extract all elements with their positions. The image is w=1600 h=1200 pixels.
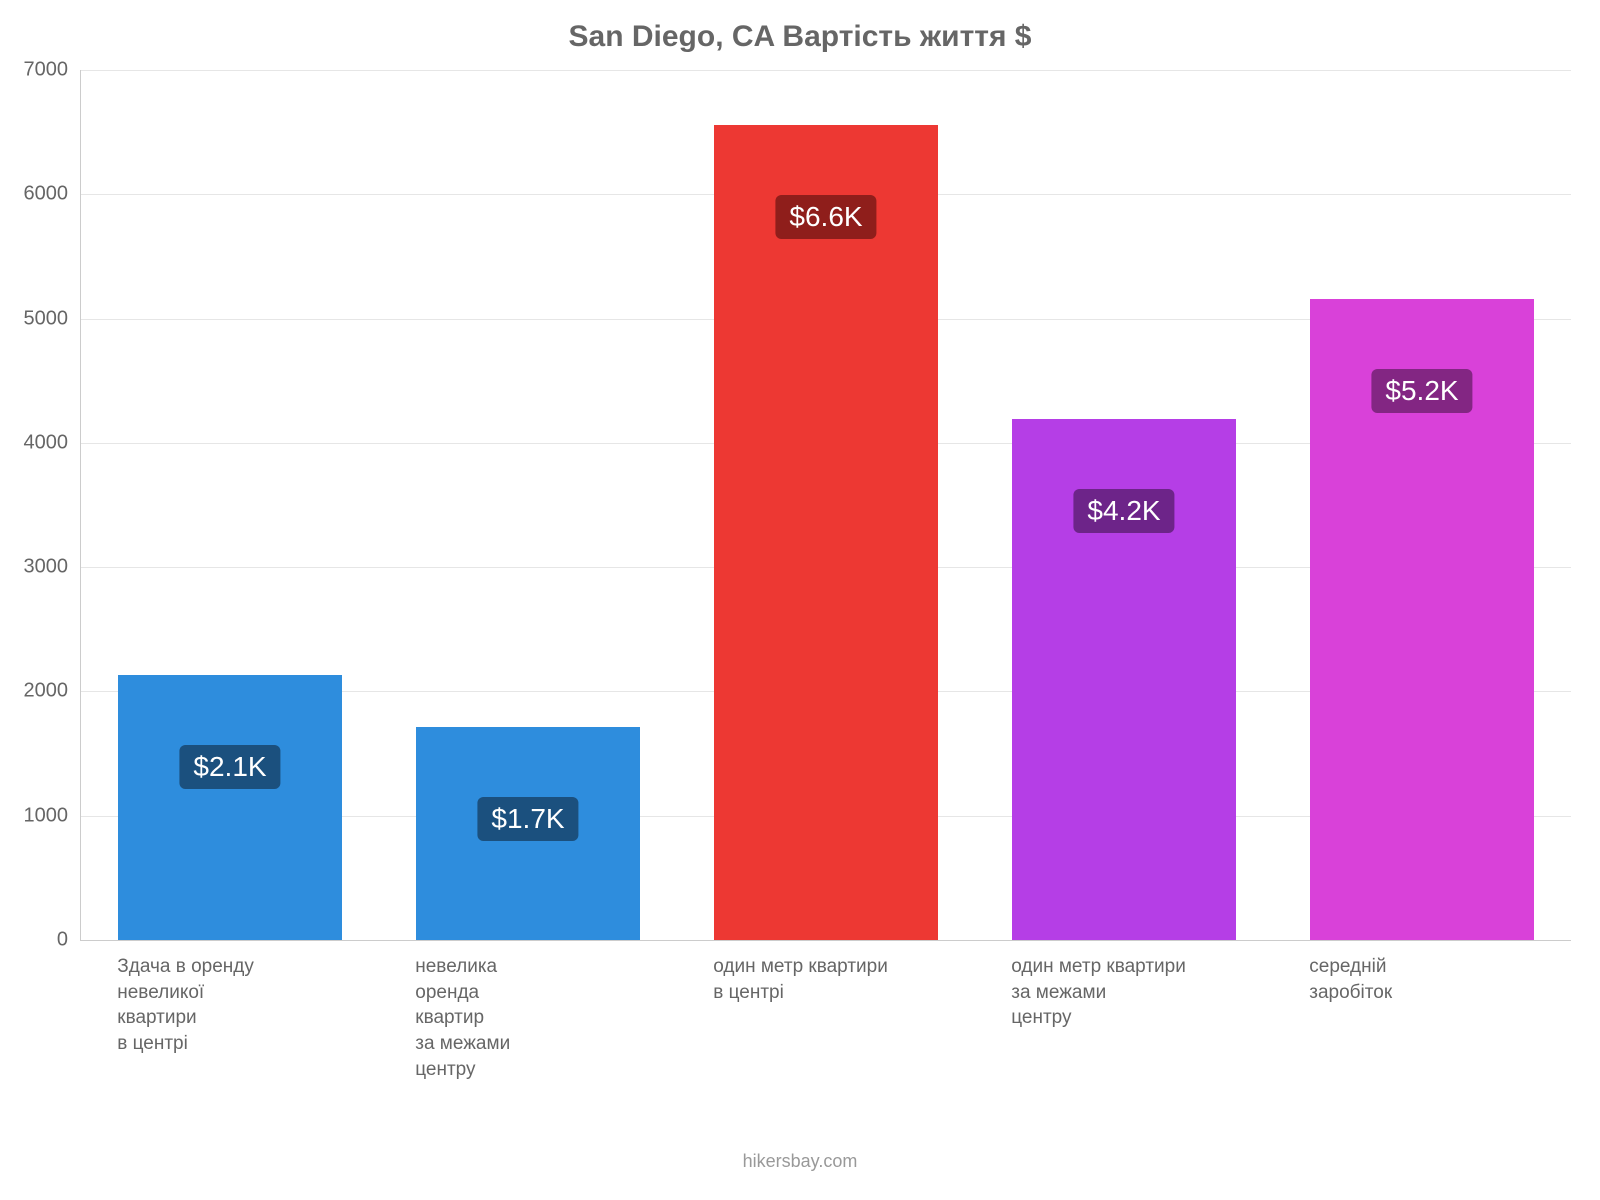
bar [118, 673, 342, 940]
x-tick-label: невелика оренда квартир за межами центру [415, 954, 510, 1082]
bar [714, 123, 938, 940]
bar-value-label: $1.7K [477, 797, 578, 841]
x-tick-label: середній заробіток [1309, 954, 1392, 1005]
x-tick-label: один метр квартири за межами центру [1011, 954, 1186, 1031]
chart-footer: hikersbay.com [0, 1151, 1600, 1172]
y-tick-label: 3000 [0, 556, 68, 579]
y-tick-label: 0 [0, 929, 68, 952]
bar-value-label: $2.1K [179, 745, 280, 789]
bar-value-label: $5.2K [1371, 369, 1472, 413]
y-tick-label: 6000 [0, 183, 68, 206]
y-tick-label: 7000 [0, 59, 68, 82]
chart-title: San Diego, CA Вартість життя $ [0, 20, 1600, 54]
y-gridline [81, 70, 1571, 71]
y-tick-label: 2000 [0, 680, 68, 703]
bar-value-label: $6.6K [775, 195, 876, 239]
cost-of-living-chart: San Diego, CA Вартість життя $ $2.1K $1.7… [0, 0, 1600, 1200]
plot-area: $2.1K $1.7K $6.6K $4.2K $5.2K [80, 70, 1571, 941]
x-tick-label: один метр квартири в центрі [713, 954, 888, 1005]
y-tick-label: 1000 [0, 804, 68, 827]
y-tick-label: 4000 [0, 431, 68, 454]
x-tick-label: Здача в оренду невеликої квартири в цент… [117, 954, 254, 1057]
y-tick-label: 5000 [0, 307, 68, 330]
bar-value-label: $4.2K [1073, 489, 1174, 533]
